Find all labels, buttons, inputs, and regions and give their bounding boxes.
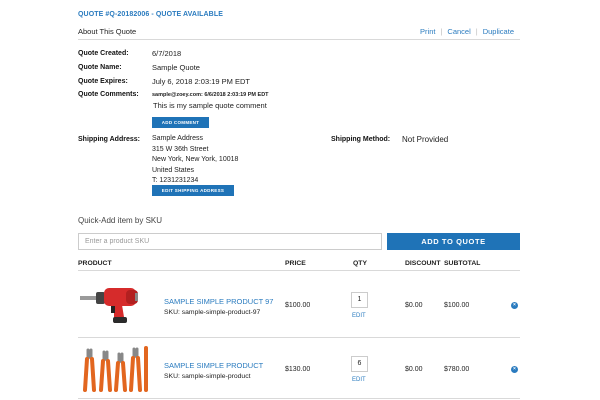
quote-comments-label: Quote Comments: bbox=[78, 91, 139, 98]
shipping-address-label: Shipping Address: bbox=[78, 136, 140, 143]
price: $130.00 bbox=[285, 366, 311, 373]
duplicate-link[interactable]: Duplicate bbox=[482, 27, 514, 36]
edit-shipping-address-button[interactable]: EDIT SHIPPING ADDRESS bbox=[152, 185, 234, 196]
quote-title: QUOTE #Q-20182006 - QUOTE AVAILABLE bbox=[78, 11, 223, 18]
quick-add-label: Quick-Add item by SKU bbox=[78, 216, 163, 225]
drill-image bbox=[80, 288, 138, 323]
pliers-image bbox=[83, 346, 148, 392]
product-name-link[interactable]: SAMPLE SIMPLE PRODUCT 97 bbox=[164, 297, 274, 306]
col-price: PRICE bbox=[285, 260, 306, 267]
discount: $0.00 bbox=[405, 366, 423, 373]
product-name-link[interactable]: SAMPLE SIMPLE PRODUCT bbox=[164, 361, 264, 370]
shipping-address: Sample Address 315 W 36th Street New Yor… bbox=[152, 134, 238, 187]
divider bbox=[78, 337, 520, 338]
product-sku: SKU: sample-simple-product-97 bbox=[164, 309, 261, 316]
about-quote-heading: About This Quote bbox=[78, 27, 137, 36]
quote-name-label: Quote Name: bbox=[78, 64, 122, 71]
edit-link[interactable]: EDIT bbox=[352, 313, 366, 319]
discount: $0.00 bbox=[405, 302, 423, 309]
cancel-link[interactable]: Cancel bbox=[447, 27, 471, 36]
add-comment-button[interactable]: ADD COMMENT bbox=[152, 117, 209, 128]
comment-text: This is my sample quote comment bbox=[153, 101, 267, 110]
shipping-method-label: Shipping Method: bbox=[331, 136, 391, 143]
shipping-method-value: Not Provided bbox=[402, 135, 449, 144]
subtotal: $100.00 bbox=[444, 302, 470, 309]
sku-input[interactable] bbox=[78, 233, 382, 250]
quote-name-value: Sample Quote bbox=[152, 63, 200, 72]
remove-icon[interactable]: × bbox=[511, 302, 518, 309]
address-line: Sample Address bbox=[152, 135, 203, 142]
divider bbox=[78, 270, 520, 271]
separator: | bbox=[440, 27, 443, 36]
remove-icon[interactable]: × bbox=[511, 366, 518, 373]
comment-meta: sample@zoey.com: 6/6/2018 2:03:19 PM EDT bbox=[152, 92, 269, 98]
quantity-field[interactable]: 6 bbox=[351, 356, 368, 372]
col-qty: QTY bbox=[353, 260, 367, 267]
quote-created-value: 6/7/2018 bbox=[152, 49, 182, 58]
address-line: United States bbox=[152, 166, 195, 174]
quantity-field[interactable]: 1 bbox=[351, 292, 368, 308]
address-line: 315 W 36th Street bbox=[152, 145, 209, 153]
subtotal: $780.00 bbox=[444, 366, 470, 373]
col-discount: DISCOUNT bbox=[405, 260, 441, 267]
address-line: T: 1231231234 bbox=[152, 177, 199, 184]
quote-expires-label: Quote Expires: bbox=[78, 78, 128, 85]
col-product: PRODUCT bbox=[78, 260, 112, 267]
add-to-quote-button[interactable]: ADD TO QUOTE bbox=[387, 233, 520, 250]
separator: | bbox=[475, 27, 478, 36]
edit-link[interactable]: EDIT bbox=[352, 377, 366, 383]
quote-expires-value: July 6, 2018 2:03:19 PM EDT bbox=[152, 77, 250, 86]
quote-created-label: Quote Created: bbox=[78, 50, 129, 57]
col-subtotal: SUBTOTAL bbox=[444, 260, 481, 267]
product-sku: SKU: sample-simple-product bbox=[164, 373, 251, 380]
divider bbox=[78, 398, 520, 399]
quote-actions: Print | Cancel | Duplicate bbox=[420, 27, 514, 36]
print-link[interactable]: Print bbox=[420, 27, 436, 36]
address-line: New York, New York, 10018 bbox=[152, 156, 239, 163]
price: $100.00 bbox=[285, 302, 311, 309]
divider bbox=[78, 39, 520, 40]
